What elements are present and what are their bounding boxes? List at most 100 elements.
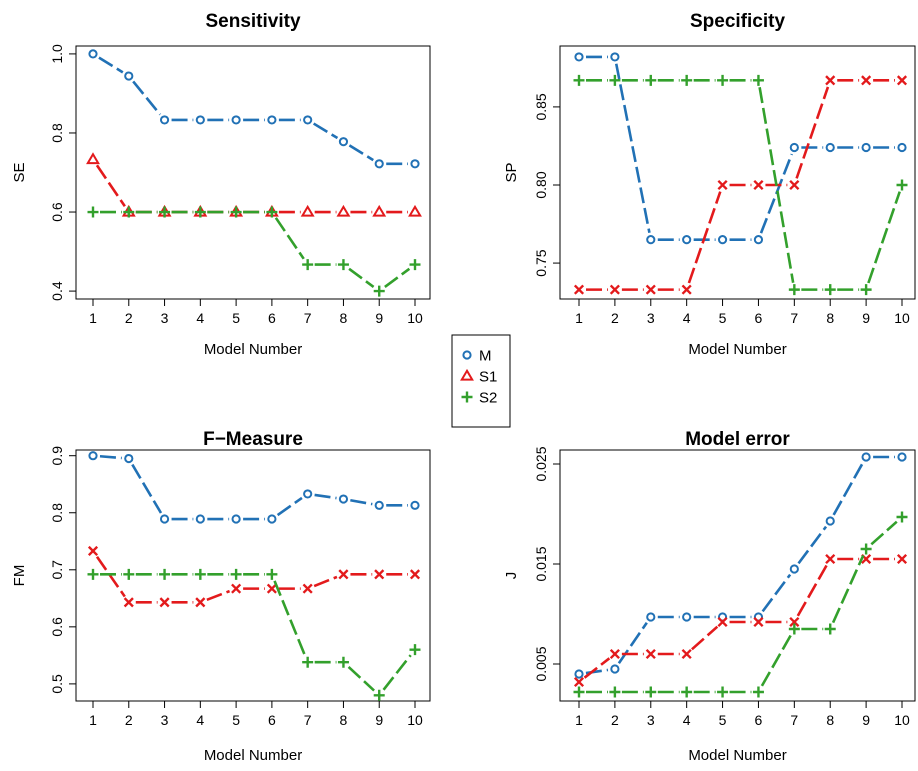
data-point xyxy=(300,204,315,217)
series-segment xyxy=(314,493,337,500)
x-tick-label: 7 xyxy=(790,712,798,728)
data-point xyxy=(338,494,349,504)
data-point xyxy=(609,74,621,86)
data-point xyxy=(88,49,98,59)
x-tick-label: 10 xyxy=(407,712,423,728)
data-point xyxy=(194,568,206,580)
series-segment xyxy=(759,153,794,234)
series-m xyxy=(574,452,907,679)
data-point xyxy=(266,206,278,218)
data-point xyxy=(159,568,171,580)
series-s2 xyxy=(573,511,908,698)
data-point xyxy=(681,284,692,295)
x-tick-label: 5 xyxy=(719,310,727,326)
chart-title: Model error xyxy=(685,429,790,450)
data-point xyxy=(231,115,241,125)
series-m xyxy=(88,451,420,524)
series-segment xyxy=(348,144,374,162)
data-point xyxy=(267,115,277,125)
series-segment xyxy=(691,625,719,651)
data-point xyxy=(610,52,620,62)
legend-marker xyxy=(462,350,472,360)
y-tick-label: 0.025 xyxy=(533,446,549,481)
data-point xyxy=(824,284,836,296)
series-s2 xyxy=(87,206,421,297)
data-point xyxy=(87,545,99,557)
data-point xyxy=(897,452,907,462)
data-point xyxy=(302,583,313,594)
y-tick-label: 0.80 xyxy=(533,171,549,198)
data-point xyxy=(86,152,100,165)
x-tick-label: 1 xyxy=(575,712,583,728)
x-tick-label: 4 xyxy=(683,712,691,728)
data-point xyxy=(753,616,764,628)
series-segment xyxy=(384,267,411,288)
series-segment xyxy=(347,666,375,692)
legend-entry-s2: S2 xyxy=(461,390,497,407)
x-tick-label: 6 xyxy=(268,310,276,326)
x-tick-label: 4 xyxy=(196,712,204,728)
series-segment xyxy=(98,56,124,74)
data-point xyxy=(861,452,871,462)
data-point xyxy=(374,569,385,580)
chart-title: Sensitivity xyxy=(205,11,300,32)
y-tick-label: 0.5 xyxy=(49,674,65,694)
series-m xyxy=(574,52,907,245)
data-point xyxy=(410,159,420,169)
data-point xyxy=(645,284,656,295)
data-point xyxy=(123,206,135,218)
y-axis-label: SE xyxy=(11,162,28,182)
y-tick-label: 0.75 xyxy=(533,249,549,276)
data-point xyxy=(573,676,585,688)
legend-entry-m: M xyxy=(462,348,492,365)
series-s1 xyxy=(573,553,908,688)
x-tick-label: 6 xyxy=(268,712,276,728)
series-segment xyxy=(617,622,648,664)
chart-panel-1: Sensitivity 1 2 3 4 5 6 7 8 9 10 Model Number 0.4 0.6… xyxy=(11,11,431,358)
data-point xyxy=(195,514,205,524)
data-point xyxy=(897,142,907,153)
x-tick-label: 3 xyxy=(647,310,655,326)
data-point xyxy=(861,75,872,86)
y-tick-label: 0.6 xyxy=(49,617,65,637)
data-point xyxy=(338,569,349,580)
data-point xyxy=(409,644,421,656)
data-point xyxy=(717,179,728,191)
data-point xyxy=(267,514,277,524)
x-tick-label: 4 xyxy=(683,310,691,326)
x-tick-label: 8 xyxy=(340,310,348,326)
data-point xyxy=(574,669,584,679)
y-tick-label: 0.8 xyxy=(49,123,65,143)
data-point xyxy=(266,568,278,580)
series-segment xyxy=(312,122,339,140)
x-tick-label: 1 xyxy=(89,310,97,326)
series-segment xyxy=(348,267,375,288)
series-s1 xyxy=(573,75,908,295)
data-point xyxy=(574,52,584,62)
series-segment xyxy=(870,520,898,546)
x-axis-label: Model Number xyxy=(688,747,786,764)
plot-frame xyxy=(75,45,431,300)
y-tick-label: 0.7 xyxy=(49,560,65,580)
series-segment xyxy=(274,217,305,260)
data-point xyxy=(609,284,620,295)
y-tick-label: 1.0 xyxy=(49,44,65,64)
legend-label: S2 xyxy=(479,390,497,407)
x-tick-label: 10 xyxy=(894,310,910,326)
data-point xyxy=(717,235,728,245)
chart-title: F−Measure xyxy=(203,429,303,450)
data-point xyxy=(159,115,170,125)
data-point xyxy=(88,451,98,461)
y-tick-label: 0.9 xyxy=(49,446,65,466)
x-tick-label: 8 xyxy=(826,712,834,728)
data-point xyxy=(338,137,349,147)
legend-box xyxy=(451,334,511,428)
data-point xyxy=(573,686,585,698)
data-point xyxy=(789,616,800,628)
y-axis-label: FM xyxy=(11,565,28,587)
legend-label: M xyxy=(479,348,492,365)
x-tick-label: 6 xyxy=(755,712,763,728)
x-tick-label: 6 xyxy=(755,310,763,326)
data-point xyxy=(373,689,385,701)
